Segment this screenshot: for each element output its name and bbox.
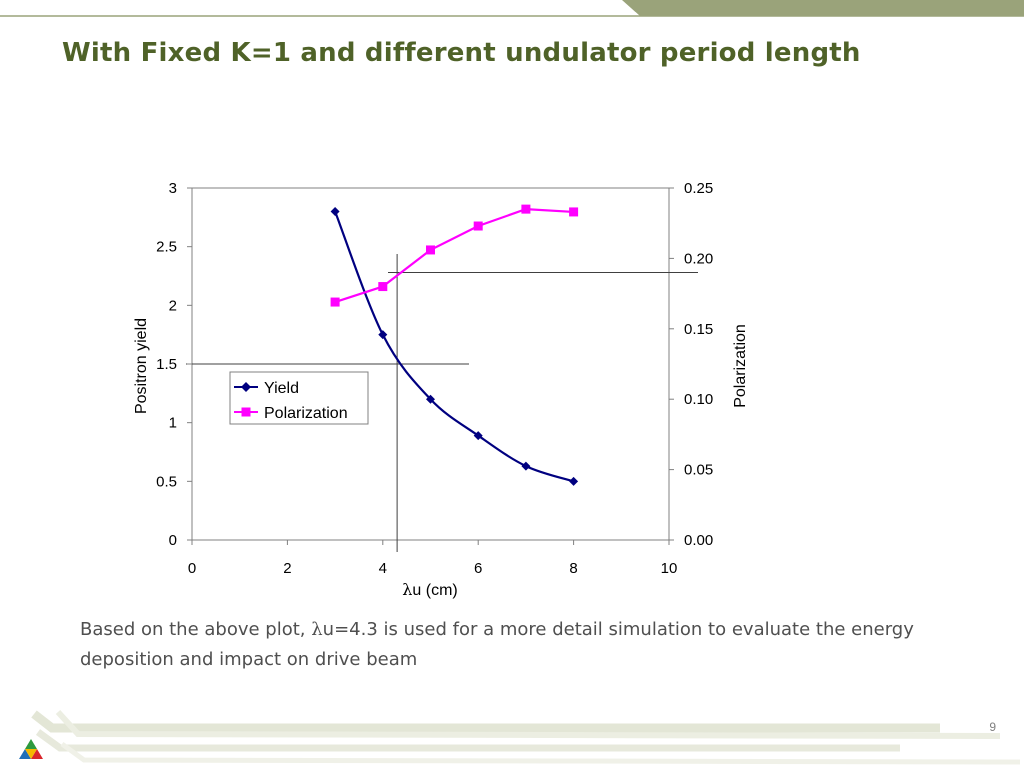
caption-lead: Based on the above plot, [80,619,312,640]
footer-decorative-lines [31,709,1021,765]
polarization-series-line [334,208,574,304]
dual-axis-line-chart: 0 2 4 6 8 10 0 0.5 1 1.5 2 2.5 3 0.00 0.05 0.10 0.15 0.20… [133,180,749,599]
yield-data-point [378,330,388,340]
legend-yield-marker [241,382,251,392]
y2-tick-label: 0.00 [684,532,713,549]
polarization-data-point [426,245,435,255]
y-tick-label: 3 [169,180,177,197]
y2-tick-label: 0.20 [684,250,713,267]
yield-data-point [330,206,340,216]
page-number: 9 [989,720,996,734]
y2-axis-label: Polarization [732,324,749,408]
slide-caption: Based on the above plot, λu=4.3 is used … [80,615,940,675]
y-tick-label: 0.5 [156,473,177,490]
legend-polarization-label: Polarization [264,405,348,422]
legend-yield-label: Yield [264,380,299,397]
lambda-symbol: λ [402,580,412,599]
y2-tick-label: 0.25 [684,180,713,197]
slide-title: With Fixed K=1 and different undulator p… [62,38,861,68]
legend: Yield Polarization [229,371,369,425]
reference-lines [186,254,698,552]
x-tick-label: 0 [188,560,196,577]
polarization-data-point [378,282,388,292]
y2-tick-label: 0.05 [684,462,713,479]
polarization-data-point [569,207,579,217]
caption-lambda-symbol: λ [311,619,323,640]
y-tick-label: 2.5 [156,239,177,256]
axis-ticks: 0 2 4 6 8 10 0 0.5 1 1.5 2 2.5 3 0.00 0.05 0.10 0.15 0.20… [156,180,713,577]
x-tick-label: 10 [661,560,678,577]
yield-data-point [473,431,483,441]
y2-tick-label: 0.15 [684,321,713,338]
caption-rest: u=4.3 is used for a more detail simulati… [80,619,914,670]
x-axis-label-text: u (cm) [412,582,457,599]
yield-data-point [521,461,531,471]
polarization-data-point [521,204,531,214]
x-tick-label: 4 [379,560,387,577]
x-axis-label: λu (cm) [402,580,457,599]
x-tick-label: 6 [474,560,482,577]
y-axis-label: Positron yield [133,318,150,414]
y-tick-label: 1 [169,415,177,432]
y-tick-label: 1.5 [156,356,177,373]
y2-tick-label: 0.10 [684,391,713,408]
series-layer [330,204,579,486]
polarization-data-point [330,297,340,307]
polarization-data-point [473,221,483,231]
yield-data-point [426,394,435,404]
yield-data-point [569,476,579,486]
logo-icon [18,738,44,760]
y-tick-label: 2 [169,297,177,314]
legend-polarization-marker [241,407,251,417]
y-tick-label: 0 [169,532,177,549]
top-decorative-band [0,0,1024,17]
x-tick-label: 2 [283,560,291,577]
legend-box [229,371,369,425]
x-tick-label: 8 [569,560,577,577]
